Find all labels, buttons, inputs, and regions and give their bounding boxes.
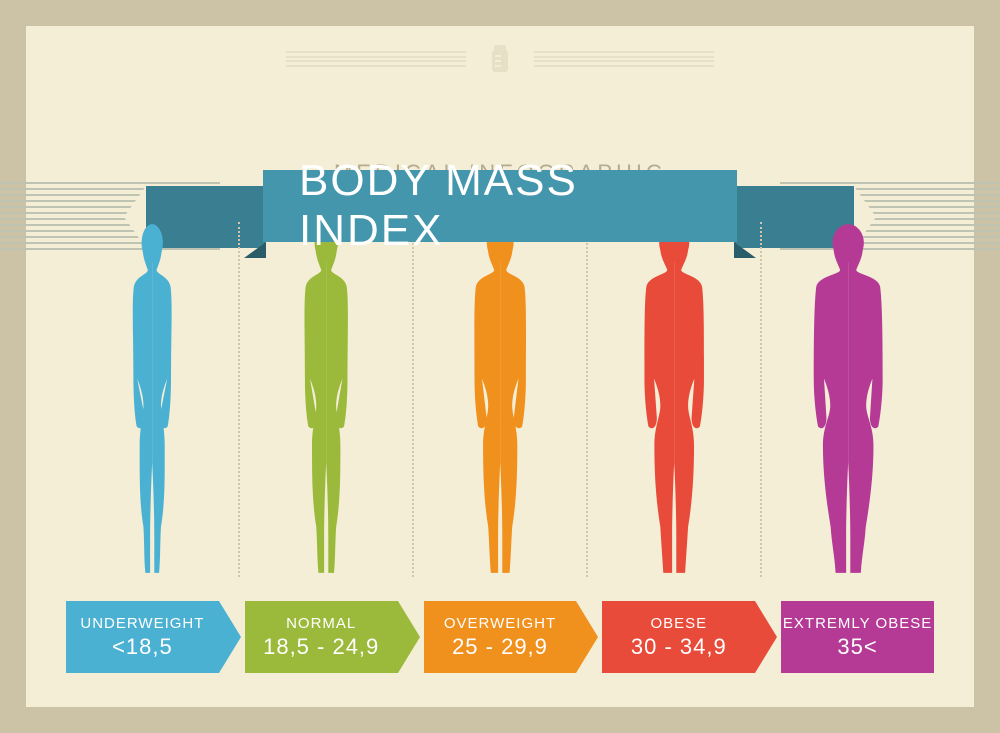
label-underweight: UNDERWEIGHT <18,5: [66, 601, 219, 673]
top-decoration: [26, 44, 974, 74]
outer-frame: BODY MASS INDEX MEDICAL INFOGRAPHIC: [0, 0, 1000, 733]
category-range: <18,5: [112, 634, 173, 660]
labels-row: UNDERWEIGHT <18,5 NORMAL 18,5 - 24,9 OVERW…: [66, 601, 934, 673]
figure-underweight: [66, 222, 238, 577]
category-label: UNDERWEIGHT: [80, 615, 204, 632]
category-range: 35<: [837, 634, 877, 660]
deco-lines-left: [286, 51, 466, 67]
category-range: 30 - 34,9: [631, 634, 727, 660]
label-overweight: OVERWEIGHT 25 - 29,9: [424, 601, 577, 673]
figure-obese: [586, 222, 760, 577]
inner-panel: BODY MASS INDEX MEDICAL INFOGRAPHIC: [26, 26, 974, 707]
label-obese: OBESE 30 - 34,9: [602, 601, 755, 673]
figure-overweight: [412, 222, 586, 577]
label-normal: NORMAL 18,5 - 24,9: [245, 601, 398, 673]
vial-icon: [490, 45, 510, 73]
category-label: OBESE: [650, 615, 707, 632]
figures-row: [66, 222, 934, 577]
banner-center: BODY MASS INDEX: [263, 170, 737, 242]
category-label: OVERWEIGHT: [444, 615, 556, 632]
page-title: BODY MASS INDEX: [299, 156, 701, 256]
category-label: NORMAL: [286, 615, 356, 632]
deco-lines-right: [534, 51, 714, 67]
label-extremly-obese: EXTREMLY OBESE 35<: [781, 601, 934, 673]
category-range: 18,5 - 24,9: [263, 634, 379, 660]
figure-normal: [238, 222, 412, 577]
category-range: 25 - 29,9: [452, 634, 548, 660]
figure-extremly-obese: [760, 222, 934, 577]
category-label: EXTREMLY OBESE: [783, 615, 932, 632]
